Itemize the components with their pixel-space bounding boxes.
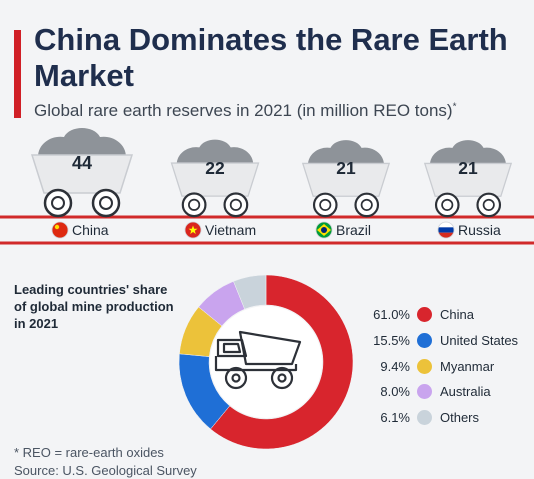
reserves-chart: 44 China 22 Vietnam 21 Brazil 21 Russia [0,128,534,245]
legend-label: Myanmar [440,358,495,374]
country-label-vietnam: Vietnam [205,222,256,238]
cart-wheel-hub [51,196,65,210]
production-donut-chart [178,274,354,450]
vietnam-flag-icon [184,221,202,239]
cart-brazil [301,140,391,218]
cart-wheel-hub [188,198,201,211]
legend-label: United States [440,333,519,349]
footnote: * REO = rare-earth oxides [14,445,164,460]
legend-item-myanmar: 9.4% Myanmar [360,353,534,379]
legend-swatch [417,333,432,349]
donut-slice-others [233,274,267,310]
reserve-value-label: 21 [336,158,356,178]
cart-wheel-left [434,192,460,218]
legend-swatch [417,358,432,374]
legend-label: Australia [440,384,491,400]
donut-slice-china [210,274,354,450]
cart-body [301,162,391,197]
cart-body [423,162,513,197]
cart-wheel-hub [441,198,454,211]
ore-pile [307,140,385,166]
legend-label: Others [440,410,480,426]
donut-center [210,306,322,418]
legend-percent: 6.1% [380,410,410,426]
legend-percent: 9.4% [380,358,410,374]
legend-item-australia: 8.0% Australia [360,379,534,405]
cart-wheel-right [354,192,380,218]
reserve-value-label: 44 [72,153,92,173]
cart-china [30,128,134,218]
country-label-brazil: Brazil [336,222,371,238]
cart-wheel-right [223,192,249,218]
cart-russia [423,140,513,218]
ore-pile [429,140,507,166]
cart-wheel-left [181,192,207,218]
legend-percent: 61.0% [373,307,410,323]
cart-wheel-right [476,192,502,218]
cart-wheel-hub [319,198,332,211]
title-accent-bar [14,30,21,118]
cart-wheel-left [312,192,338,218]
cart-body [170,162,260,197]
cart-body [30,154,134,194]
cart-wheel-hub [99,196,113,210]
ore-pile [38,128,126,157]
donut-chart-label: Leading countries' share of global mine … [14,282,174,331]
country-label-russia: Russia [458,222,501,238]
cart-wheel-left [43,188,73,218]
legend-swatch [417,384,432,400]
legend-swatch [417,410,432,426]
cart-vietnam [170,139,260,218]
legend-item-united-states: 15.5% United States [360,328,534,354]
reserve-value-label: 22 [205,158,225,178]
brazil-flag-icon [315,221,333,239]
russia-flag-icon [437,221,455,239]
cart-wheel-right [91,188,121,218]
cart-wheel-hub [360,198,373,211]
legend-percent: 8.0% [380,384,410,400]
subtitle-footnote-mark: * [452,101,457,113]
reserve-value-label: 21 [458,158,478,178]
legend-label: China [440,307,474,323]
donut-legend: 61.0% China 15.5% United States 9.4% Myanmar 8… [360,302,534,430]
country-label-china: China [72,222,109,238]
china-flag-icon [51,221,69,239]
chart-title: China Dominates the Rare Earth Market [34,22,508,93]
cart-wheel-hub [482,198,495,211]
ore-pile [176,139,254,165]
legend-percent: 15.5% [373,333,410,349]
legend-swatch [417,307,432,323]
chart-subtitle: Global rare earth reserves in 2021 (in m… [34,101,514,121]
legend-item-china: 61.0% China [360,302,534,328]
source-note: Source: U.S. Geological Survey [14,463,197,478]
cart-wheel-hub [229,198,242,211]
legend-item-others: 6.1% Others [360,405,534,431]
subtitle-text: Global rare earth reserves in 2021 (in m… [34,101,453,120]
dump-truck-icon [214,330,302,390]
